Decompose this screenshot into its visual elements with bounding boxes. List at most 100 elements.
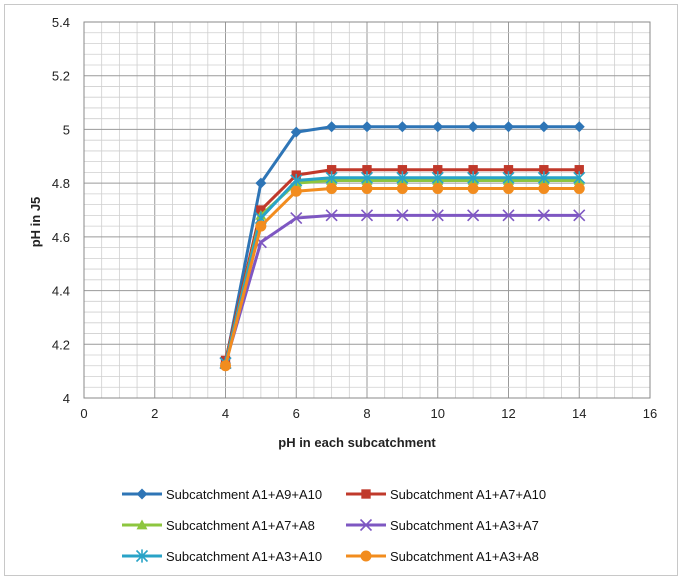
data-point [396,209,409,222]
data-point [396,171,409,185]
data-point [467,121,479,133]
data-point [396,121,408,133]
marker-stroke [325,209,338,222]
data-point [361,183,373,195]
x-tick-label: 16 [643,406,657,421]
series-layer [219,121,586,372]
x-tick-label: 12 [501,406,515,421]
marker-stroke [573,209,586,222]
x-tick-label: 14 [572,406,586,421]
data-point [360,209,374,222]
data-point [467,183,479,195]
data-point [135,549,149,563]
data-point [290,185,302,197]
y-tick-label: 4.6 [52,230,70,245]
chart-frame [4,4,678,576]
y-tick-label: 5 [63,122,70,137]
x-tick-label: 10 [431,406,445,421]
axes: 0 2 4 6 8 10 12 14 16 4 4.2 4.4 4.6 4.8 5 5.2 5.4 [52,15,657,421]
data-point [573,183,585,195]
data-point [573,171,586,185]
data-point [538,183,550,195]
legend-label: Subcatchment A1+A3+A7 [390,518,539,533]
data-point [361,489,371,499]
x-axis-title: pH in each subcatchment [278,435,436,450]
data-point [502,209,515,222]
data-point [431,209,444,222]
data-point [290,211,303,225]
data-point [360,171,374,185]
marker-stroke [431,209,444,222]
data-point [136,519,148,530]
data-point [503,183,514,195]
data-point [290,173,303,188]
y-tick-label: 4.4 [52,284,70,299]
data-point [467,171,480,185]
legend-label: Subcatchment A1+A7+A8 [166,518,315,533]
marker-stroke [360,209,374,222]
marker-stroke [502,209,515,222]
y-tick-label: 5.4 [52,15,70,30]
data-point [468,165,478,175]
x-tick-label: 8 [363,406,370,421]
x-tick-label: 0 [80,406,87,421]
series-6 [220,183,585,372]
marker-stroke [537,209,550,222]
data-point [326,121,338,133]
marker-stroke [359,518,373,532]
data-point [290,126,302,138]
data-point [433,165,443,175]
y-axis-title: pH in J5 [28,197,43,248]
data-point [574,165,584,175]
data-point [326,165,337,175]
y-tick-label: 4.8 [52,176,70,191]
legend-item: Subcatchment A1+A9+A10 [122,487,322,502]
y-tick-label: 4.2 [52,337,70,352]
data-point [503,165,514,175]
plot-border [83,21,651,399]
data-point [359,518,373,532]
x-tick-label: 2 [151,406,158,421]
data-point [396,183,408,195]
data-point [431,171,444,185]
marker-stroke [467,209,480,222]
y-tick-label: 5.2 [52,69,70,84]
data-point [255,177,267,189]
data-point [220,360,231,372]
data-point [326,183,338,195]
x-tick-label: 4 [222,406,229,421]
data-point [432,121,444,133]
legend: Subcatchment A1+A9+A10 Subcatchment A1+A7… [122,487,546,564]
legend-item: Subcatchment A1+A7+A10 [346,487,546,502]
data-point [362,165,372,175]
data-point [573,209,586,222]
y-tick-label: 4 [63,391,70,406]
legend-label: Subcatchment A1+A9+A10 [166,487,322,502]
data-point [537,171,550,185]
data-point [432,183,444,195]
legend-label: Subcatchment A1+A7+A10 [390,487,546,502]
data-point [397,165,408,175]
data-point [360,550,372,562]
legend-item: Subcatchment A1+A7+A8 [122,518,315,533]
series-5 [219,171,586,370]
marker-stroke [290,211,303,225]
data-point [573,121,585,133]
data-point [136,488,148,500]
grid [83,21,651,399]
data-point [325,171,338,185]
data-point [503,121,514,133]
data-point [255,220,267,232]
data-point [467,209,480,222]
x-tick-label: 6 [293,406,300,421]
legend-item: Subcatchment A1+A3+A10 [122,549,322,564]
data-point [361,121,373,133]
legend-item: Subcatchment A1+A3+A7 [346,518,539,533]
marker-stroke [396,209,409,222]
data-point [502,171,515,185]
data-point [325,209,338,222]
legend-label: Subcatchment A1+A3+A8 [390,549,539,564]
legend-label: Subcatchment A1+A3+A10 [166,549,322,564]
legend-item: Subcatchment A1+A3+A8 [346,549,539,564]
